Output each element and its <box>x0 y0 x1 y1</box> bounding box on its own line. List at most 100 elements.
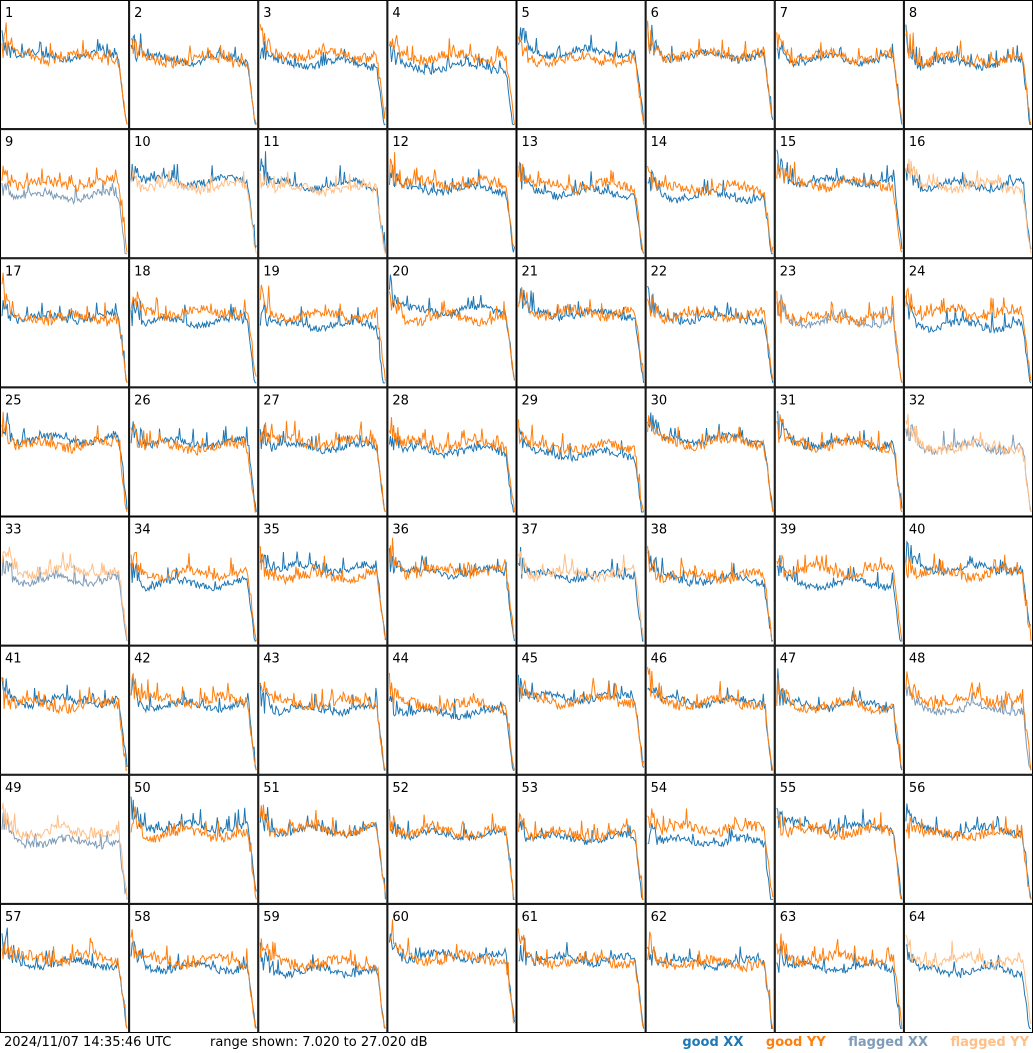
tile-60: 60 <box>387 903 517 1033</box>
tile-28: 28 <box>387 387 517 517</box>
trace-yy-good <box>647 808 774 898</box>
tile-label: 46 <box>651 652 668 667</box>
tile-label: 14 <box>651 135 668 150</box>
trace-xx-good <box>518 546 644 642</box>
tile-frame <box>645 387 775 517</box>
tile-label: 7 <box>780 6 788 21</box>
tile-frame <box>258 903 388 1033</box>
tile-52: 52 <box>387 774 517 904</box>
tile-23: 23 <box>774 258 904 388</box>
tile-label: 1 <box>5 6 13 21</box>
tile-54: 54 <box>645 774 775 904</box>
trace-yy-good <box>518 36 645 125</box>
timestamp: 2024/11/07 14:35:46 UTC <box>4 1035 172 1050</box>
tile-label: 28 <box>392 393 409 408</box>
tile-15: 15 <box>774 129 904 259</box>
trace-yy-good <box>259 938 386 1029</box>
trace-yy-good <box>1 411 128 513</box>
tile-frame <box>387 774 517 904</box>
tile-frame <box>645 258 775 388</box>
tile-frame <box>0 0 130 130</box>
tile-label: 45 <box>522 652 539 667</box>
tile-25: 25 <box>0 387 130 517</box>
trace-yy-good <box>388 34 515 125</box>
trace-yy-good <box>259 284 386 382</box>
trace-yy-good <box>130 551 257 642</box>
trace-xx-flagged <box>1 812 128 900</box>
tile-label: 6 <box>651 6 659 21</box>
trace-yy-good <box>518 812 644 900</box>
trace-yy-good <box>1 165 128 253</box>
trace-yy-good <box>130 673 257 771</box>
trace-yy-good <box>905 553 1032 642</box>
tile-frame <box>0 258 130 388</box>
tile-label: 2 <box>134 6 142 21</box>
trace-yy-good <box>1 677 128 771</box>
tile-frame <box>903 129 1033 259</box>
legend-good-xx: good XX <box>682 1035 744 1050</box>
tile-45: 45 <box>516 645 646 775</box>
tile-label: 38 <box>651 523 668 538</box>
trace-yy-good <box>388 291 515 381</box>
tile-16: 16 <box>903 129 1033 259</box>
trace-yy-good <box>388 808 515 899</box>
tile-40: 40 <box>903 516 1033 646</box>
tile-label: 57 <box>5 910 22 925</box>
tile-label: 50 <box>134 781 151 796</box>
trace-xx-good <box>1 927 128 1029</box>
tile-label: 64 <box>909 910 926 925</box>
legend-flagged-yy: flagged YY <box>950 1035 1030 1050</box>
legend: good XX good YY flagged XX flagged YY <box>664 1035 1029 1050</box>
trace-yy-good <box>130 38 257 125</box>
tile-56: 56 <box>903 774 1033 904</box>
tile-label: 34 <box>134 523 151 538</box>
tile-55: 55 <box>774 774 904 904</box>
trace-yy-good <box>776 554 903 642</box>
tile-label: 52 <box>392 781 409 796</box>
trace-xx-good <box>776 42 903 125</box>
trace-xx-good <box>388 44 515 126</box>
trace-xx-good <box>388 810 515 900</box>
tile-frame <box>129 645 259 775</box>
trace-yy-good <box>647 165 774 254</box>
tile-label: 26 <box>134 393 151 408</box>
tile-frame <box>258 129 388 259</box>
tile-label: 18 <box>134 264 151 279</box>
tile-label: 19 <box>263 264 280 279</box>
tile-label: 29 <box>522 393 539 408</box>
tile-32: 32 <box>903 387 1033 517</box>
tile-label: 21 <box>522 264 539 279</box>
tile-38: 38 <box>645 516 775 646</box>
trace-yy-good <box>518 419 645 513</box>
tile-frame <box>516 645 646 775</box>
tile-33: 33 <box>0 516 130 646</box>
tile-label: 44 <box>392 652 409 667</box>
tile-frame <box>129 387 259 517</box>
tile-label: 35 <box>263 523 280 538</box>
trace-xx-good <box>130 297 257 384</box>
tile-label: 3 <box>263 6 271 21</box>
tile-34: 34 <box>129 516 259 646</box>
tile-label: 5 <box>522 6 530 21</box>
tile-label: 23 <box>780 264 797 279</box>
tile-frame <box>516 774 646 904</box>
tile-label: 63 <box>780 910 797 925</box>
tile-label: 40 <box>909 523 926 538</box>
trace-xx-good <box>518 426 644 513</box>
tile-47: 47 <box>774 645 904 775</box>
tile-62: 62 <box>645 903 775 1033</box>
tile-label: 4 <box>392 6 400 21</box>
tile-label: 55 <box>780 781 797 796</box>
trace-xx-good <box>259 301 386 384</box>
trace-yy-good <box>130 424 257 513</box>
tile-58: 58 <box>129 903 259 1033</box>
trace-xx-flagged <box>1 180 128 255</box>
tile-46: 46 <box>645 645 775 775</box>
trace-yy-good <box>130 929 257 1029</box>
tile-label: 48 <box>909 652 926 667</box>
trace-xx-good <box>130 421 257 513</box>
trace-yy-flagged <box>1 546 128 639</box>
trace-xx-good <box>776 945 902 1029</box>
tile-label: 15 <box>780 135 797 150</box>
tile-35: 35 <box>258 516 388 646</box>
